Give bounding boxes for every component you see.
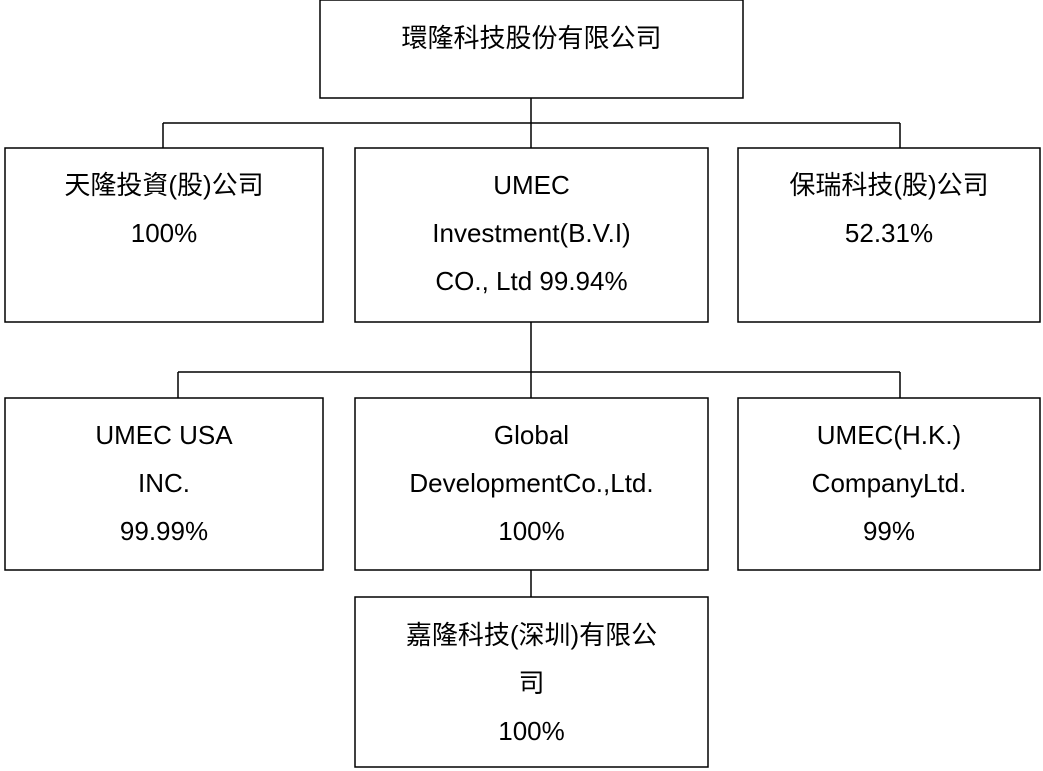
node-label: CO., Ltd 99.94% <box>435 266 627 296</box>
node-label: Global <box>494 420 569 450</box>
node-box <box>4 147 324 323</box>
node-box <box>354 397 709 571</box>
node-label: UMEC USA <box>95 420 233 450</box>
node-label: 99.99% <box>120 516 208 546</box>
node-label: 司 <box>518 668 544 698</box>
node-label: UMEC(H.K.) <box>817 420 961 450</box>
node-box <box>354 147 709 323</box>
node-label: 100% <box>498 516 565 546</box>
node-box <box>319 0 744 99</box>
node-label: 100% <box>498 716 565 746</box>
node-box <box>4 397 324 571</box>
node-label: 保瑞科技(股)公司 <box>789 170 988 200</box>
node-label: INC. <box>138 468 190 498</box>
node-label: 99% <box>863 516 915 546</box>
node-box <box>737 147 1041 323</box>
node-label: UMEC <box>493 170 570 200</box>
node-label: Investment(B.V.I) <box>432 218 630 248</box>
node-label: DevelopmentCo.,Ltd. <box>409 468 653 498</box>
node-label: 環隆科技股份有限公司 <box>401 23 661 53</box>
connectors <box>162 98 901 597</box>
node-box <box>354 596 709 768</box>
node-box <box>737 397 1041 571</box>
node-label: CompanyLtd. <box>812 468 967 498</box>
node-label: 100% <box>131 218 198 248</box>
node-label: 天隆投資(股)公司 <box>64 170 263 200</box>
node-label: 嘉隆科技(深圳)有限公 <box>406 620 657 650</box>
node-label: 52.31% <box>845 218 933 248</box>
